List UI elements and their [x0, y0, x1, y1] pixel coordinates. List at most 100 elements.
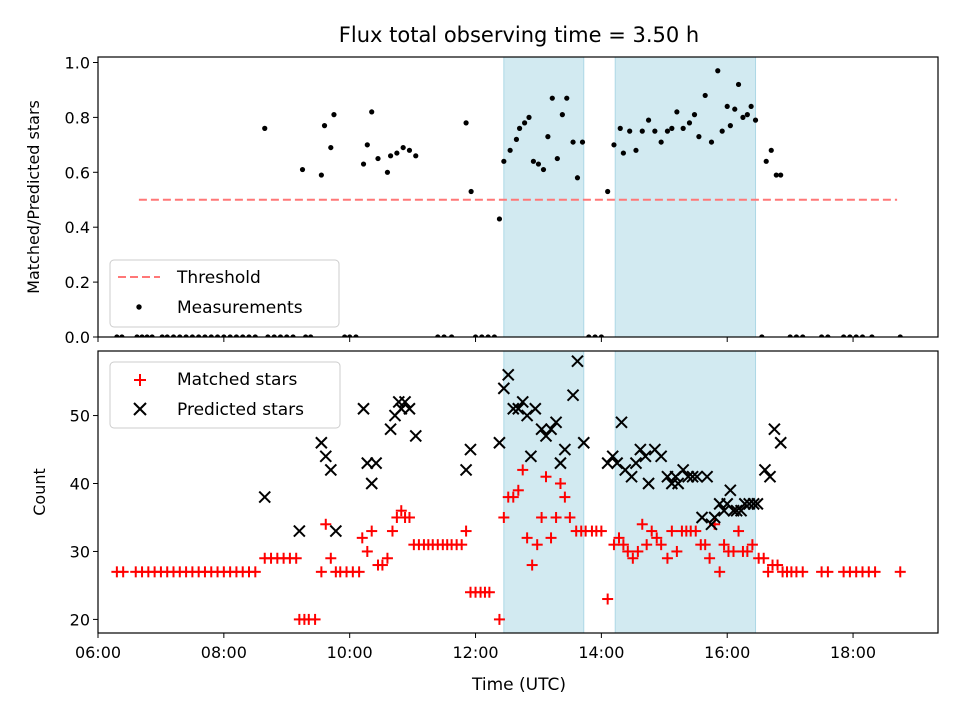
measurement-point — [227, 334, 233, 337]
measurement-point — [847, 334, 853, 337]
measurement-point — [400, 144, 406, 151]
measurement-point — [299, 166, 306, 173]
predicted-star-point — [516, 395, 529, 409]
bottom-panel: 20 30 40 50 06:00 08:00 10:00 12:00 14:00 16:00 1… — [30, 350, 939, 695]
matched-star-point — [540, 471, 552, 483]
measurement-point — [617, 125, 623, 131]
measurement-point — [564, 95, 570, 101]
predicted-star-point — [763, 470, 777, 483]
predicted-star-point — [544, 422, 558, 436]
measurement-point — [472, 334, 479, 337]
measurement-point — [702, 92, 708, 99]
measurement-point — [841, 334, 847, 337]
measurement-point — [686, 120, 693, 126]
y-tick-label: 40 — [70, 475, 90, 494]
predicted-star-point — [384, 422, 397, 436]
measurement-point — [748, 103, 754, 110]
predicted-star-point — [369, 456, 383, 470]
bottom-axes-frame — [97, 350, 939, 634]
matched-star-point — [632, 545, 644, 557]
measurement-point — [674, 109, 680, 115]
predicted-star-point — [768, 422, 781, 436]
bottom-legend: Matched stars Predicted stars — [109, 361, 341, 429]
predicted-star-point — [539, 429, 553, 443]
predicted-star-point — [606, 450, 619, 463]
matched-star-point — [617, 539, 629, 551]
predicted-star-point — [554, 456, 567, 470]
measurement-point — [645, 117, 652, 123]
measurement-point — [375, 155, 381, 162]
observing-window-band — [614, 350, 757, 634]
measurement-point — [159, 334, 165, 337]
measurement-point — [233, 334, 240, 337]
measurement-point — [170, 334, 177, 337]
measurement-point — [214, 334, 221, 337]
matched-star-point — [741, 545, 753, 557]
measurement-point — [592, 334, 598, 337]
predicted-star-point — [403, 402, 416, 415]
matched-star-point — [646, 525, 658, 537]
matched-star-point — [714, 566, 726, 578]
matched-star-point — [651, 532, 663, 544]
predicted-star-point — [357, 402, 370, 415]
measurement-point — [778, 172, 784, 178]
matched-star-point — [545, 532, 557, 544]
measurement-point — [252, 334, 258, 337]
matched-star-point — [353, 566, 365, 578]
measurement-point — [633, 147, 639, 153]
measurement-point — [221, 334, 227, 337]
measurement-point — [406, 147, 413, 153]
measurement-point — [513, 136, 520, 142]
predicted-star-point — [319, 450, 332, 463]
matched-star-point — [636, 518, 648, 530]
measurement-point — [435, 334, 441, 337]
matched-star-point — [671, 545, 683, 557]
measurement-point — [177, 334, 183, 337]
matched-star-point — [517, 464, 529, 476]
top-y-axis-label: Matched/Predicted stars — [24, 100, 43, 294]
legend-matched-swatch — [134, 374, 146, 386]
matched-star-point — [309, 613, 321, 625]
legend-threshold-label: Threshold — [176, 268, 261, 288]
matched-star-point — [894, 566, 906, 578]
measurement-point — [526, 114, 532, 120]
predicted-star-point — [686, 470, 699, 483]
matched-star-point — [315, 566, 327, 578]
measurement-point — [559, 112, 565, 118]
matched-star-point — [746, 539, 758, 551]
matched-star-point — [869, 566, 881, 578]
measurement-point — [342, 334, 348, 337]
measurement-point — [759, 334, 765, 337]
predicted-star-point — [774, 436, 787, 449]
y-tick-label: 50 — [70, 407, 90, 426]
predicted-star-point — [625, 470, 638, 483]
measurement-point — [290, 334, 296, 337]
y-tick-label: 20 — [70, 610, 90, 629]
measurement-point — [328, 144, 334, 151]
measurement-point — [549, 95, 555, 101]
predicted-star-point — [507, 402, 520, 415]
measurement-point — [468, 188, 474, 195]
x-tick-label: 14:00 — [578, 643, 624, 662]
matched-star-point — [526, 559, 538, 571]
predicted-star-point — [365, 477, 378, 490]
predicted-star-point — [639, 450, 652, 463]
matched-star-point — [608, 539, 620, 551]
measurement-point — [627, 128, 633, 134]
bottom-y-ticks: 20 30 40 50 — [70, 407, 98, 629]
measurement-point — [652, 128, 658, 134]
measurement-point — [353, 334, 359, 337]
predicted-star-point — [361, 456, 374, 470]
matched-star-point — [366, 525, 378, 537]
measurement-point — [732, 106, 738, 112]
measurement-point — [773, 172, 779, 178]
measurement-point — [149, 334, 155, 337]
measurement-point — [818, 334, 825, 337]
matched-star-point — [521, 532, 533, 544]
matched-star-point — [498, 511, 510, 523]
legend-measurements-label: Measurements — [177, 298, 303, 318]
bottom-observing-bands — [503, 350, 757, 634]
measurement-point — [598, 334, 604, 337]
measurement-point — [501, 158, 507, 164]
measurement-point — [680, 125, 686, 131]
